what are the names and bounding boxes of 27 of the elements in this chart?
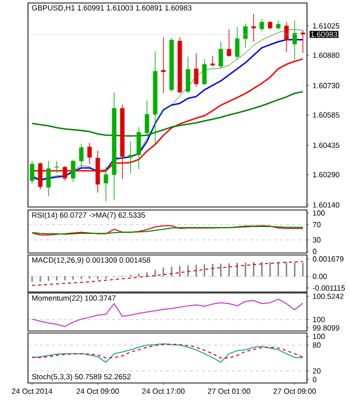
candlestick (38, 162, 43, 190)
candlestick (194, 52, 198, 88)
candlestick (243, 23, 248, 48)
candlestick (87, 142, 92, 164)
candlestick (46, 160, 51, 197)
candlestick (54, 160, 59, 174)
candlestick (144, 100, 150, 136)
candlestick (104, 166, 108, 202)
candlestick (186, 56, 190, 94)
candlestick (284, 22, 289, 53)
candlestick (300, 30, 306, 54)
candlestick (62, 166, 68, 182)
candlestick (161, 36, 166, 94)
candlestick (251, 14, 256, 42)
candlestick (226, 29, 232, 57)
candlestick (260, 18, 264, 32)
candlestick (136, 126, 141, 170)
candlestick (202, 58, 207, 86)
candlestick (292, 20, 297, 60)
candlestick (70, 159, 76, 182)
line-series (32, 344, 304, 358)
candlestick (30, 160, 34, 184)
candlestick (210, 56, 215, 67)
candlestick (128, 141, 133, 174)
candlestick (79, 143, 84, 168)
candlestick (235, 26, 240, 60)
candlestick (218, 41, 224, 69)
